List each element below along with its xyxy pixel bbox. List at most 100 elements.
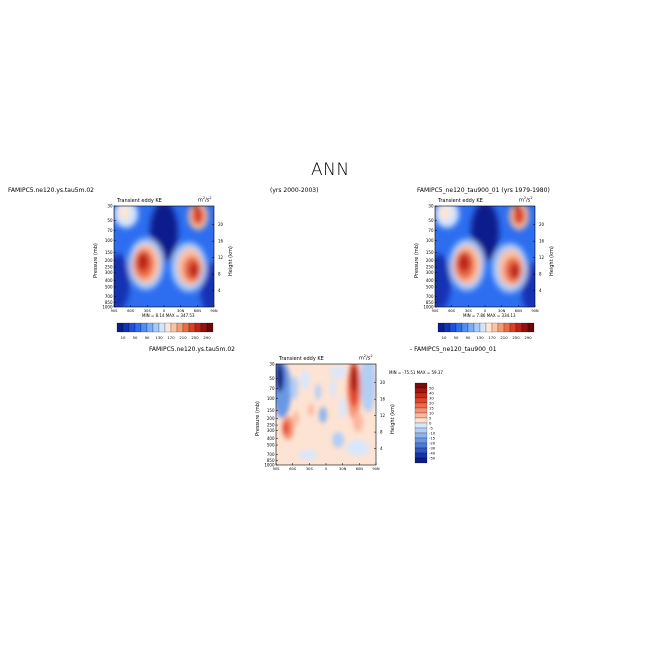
colorbar-label: 15 (429, 405, 434, 410)
right-yr-ticks: 20 16 12 8 4 (533, 222, 545, 293)
colorbar-label: 210 (179, 335, 187, 340)
right-panel-title: Transient eddy KE (438, 198, 483, 204)
x-tick-label: 90S (111, 309, 119, 313)
x-tick-label: 30S (306, 467, 314, 471)
colorbar-cell (497, 322, 505, 333)
right-right-axis-label: Height (km) (549, 246, 555, 276)
y-tick-label: 70 (269, 386, 275, 391)
colorbar-cell (170, 322, 178, 333)
colorbar-label: 250 (191, 335, 199, 340)
left-units: m2/s2 (198, 196, 212, 204)
colorbar-cell (414, 437, 428, 444)
y-tick-label: 250 (267, 423, 275, 428)
colorbar-cell (116, 322, 124, 333)
colorbar-cell (509, 322, 517, 333)
colorbar-label: 10 (442, 335, 447, 340)
x-tick-label: 60S (289, 467, 297, 471)
colorbar-label: -10 (429, 430, 436, 435)
x-tick-label: 30S (465, 309, 473, 313)
diff-units: m2/s2 (359, 354, 373, 362)
y-tick-label: 150 (426, 250, 434, 255)
colorbar-label: 90 (466, 335, 471, 340)
x-tick-label: 0 (163, 309, 166, 313)
diff-minmax: MIN = -75.51 MAX = 59.37 (389, 370, 443, 375)
colorbar-label: 50 (133, 335, 138, 340)
y-tick-label: 200 (267, 416, 275, 421)
colorbar-label: 10 (121, 335, 126, 340)
height-tick-label: 16 (380, 397, 386, 402)
left-yr-ticks: 20 16 12 8 4 (212, 222, 224, 293)
colorbar-cell (414, 452, 428, 459)
height-tick-label: 16 (218, 239, 224, 244)
height-tick-label: 12 (380, 413, 386, 418)
y-tick-label: 150 (105, 250, 113, 255)
right-colorbar: 10 50 90 130 170 210 250 290 (437, 322, 535, 340)
colorbar-label: 5 (429, 415, 432, 420)
colorbar-cell (414, 402, 428, 409)
colorbar-label: -20 (429, 440, 436, 445)
diff-colorbar-cells (414, 382, 428, 464)
height-tick-label: 12 (218, 255, 224, 260)
right-colorbar-cells (437, 322, 535, 333)
colorbar-label: 290 (524, 335, 532, 340)
colorbar-cell (152, 322, 160, 333)
colorbar-cell (134, 322, 142, 333)
y-tick-label: 700 (426, 294, 434, 299)
colorbar-cell (479, 322, 487, 333)
right-colorbar-labels: 10 50 90 130 170 210 250 290 (442, 335, 533, 340)
left-right-axis-label: Height (km) (228, 246, 234, 276)
left-x-ticks: 90S 60S 30S 0 30N 60N 90N (111, 305, 218, 313)
colorbar-cell (527, 322, 535, 333)
colorbar-cell (414, 432, 428, 439)
x-tick-label: 30N (177, 309, 185, 313)
diff-y-axis-label: Pressure (mb) (255, 401, 261, 436)
colorbar-cell (467, 322, 475, 333)
left-panel-title: Transient eddy KE (117, 198, 162, 204)
height-tick-label: 4 (539, 288, 542, 293)
x-tick-label: 90N (531, 309, 539, 313)
y-tick-label: 200 (426, 258, 434, 263)
colorbar-cell (146, 322, 154, 333)
height-tick-label: 20 (539, 222, 545, 227)
colorbar-cell (521, 322, 529, 333)
colorbar-label: 30 (429, 395, 434, 400)
colorbar-label: 0 (429, 420, 432, 425)
y-tick-label: 1000 (264, 463, 275, 468)
colorbar-cell (414, 407, 428, 414)
x-tick-label: 60N (194, 309, 202, 313)
height-tick-label: 20 (380, 380, 386, 385)
left-colorbar-cells (116, 322, 214, 333)
y-tick-label: 300 (426, 270, 434, 275)
right-minmax: MIN = 7.86 MAX = 334.13 (463, 313, 516, 318)
y-tick-label: 70 (428, 228, 434, 233)
colorbar-cell (491, 322, 499, 333)
diff-right-axis-label: Height (km) (390, 404, 396, 434)
colorbar-label: -30 (429, 445, 436, 450)
colorbar-cell (414, 417, 428, 424)
right-units: m2/s2 (519, 196, 533, 204)
y-tick-label: 300 (267, 428, 275, 433)
y-tick-label: 100 (267, 396, 275, 401)
colorbar-cell (461, 322, 469, 333)
colorbar-cell (414, 447, 428, 454)
x-tick-label: 60N (356, 467, 364, 471)
diff-yr-ticks: 20 16 12 8 4 (374, 380, 386, 451)
y-tick-label: 400 (105, 278, 113, 283)
colorbar-cell (140, 322, 148, 333)
colorbar-label: 10 (429, 410, 434, 415)
height-tick-label: 12 (539, 255, 545, 260)
y-tick-label: 100 (426, 238, 434, 243)
y-tick-label: 50 (107, 218, 113, 223)
y-tick-label: 700 (105, 294, 113, 299)
y-tick-label: 250 (105, 265, 113, 270)
left-colorbar: 10 50 90 130 170 210 250 290 (116, 322, 214, 340)
x-tick-label: 90S (273, 467, 281, 471)
diff-case-label-a: FAMIPC5.ne120.ys.tau5m.02 (149, 346, 235, 353)
left-years-label: (yrs 2000-2003) (270, 187, 319, 194)
y-tick-label: 30 (107, 204, 113, 209)
